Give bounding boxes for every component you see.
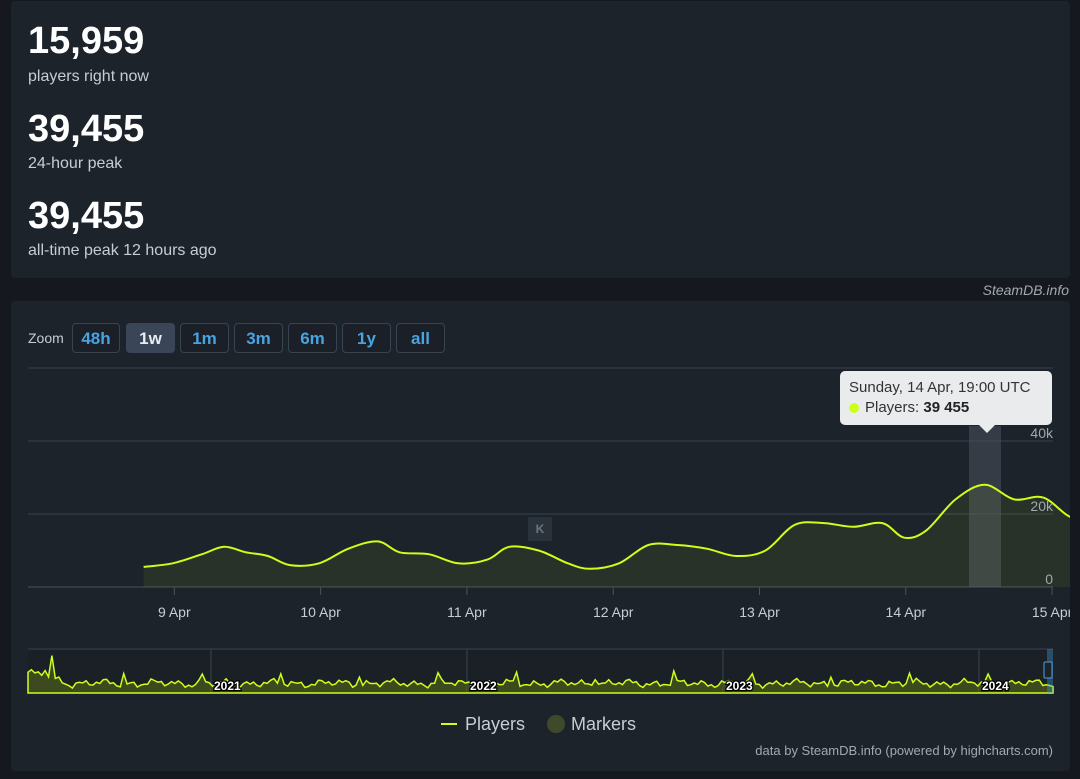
x-tick-label: 11 Apr: [447, 604, 487, 620]
circle-swatch-icon: [547, 715, 565, 733]
steamdb-credit[interactable]: SteamDB.info: [982, 282, 1069, 298]
zoom-1y-button[interactable]: 1y: [342, 323, 391, 353]
player-chart-panel: Zoom 48h 1w 1m 3m 6m 1y all K 0 20k 40k 9 …: [11, 301, 1070, 771]
event-marker-label: K: [536, 522, 545, 536]
y-tick-label: 20k: [1030, 498, 1054, 514]
player-count-chart[interactable]: K 0 20k 40k 9 Apr 10 Apr 11 Apr 12 Apr 13 Apr 1…: [11, 301, 1070, 771]
zoom-3m-button[interactable]: 3m: [234, 323, 283, 353]
zoom-6m-button[interactable]: 6m: [288, 323, 337, 353]
x-tick-label: 9 Apr: [158, 604, 191, 620]
navigator-tick-label: 2021: [214, 679, 241, 693]
tooltip-arrow-icon: [979, 425, 995, 433]
legend-players[interactable]: Players: [441, 713, 525, 735]
x-axis: 9 Apr 10 Apr 11 Apr 12 Apr 13 Apr 14 Apr 15 Ap…: [158, 587, 1070, 620]
chart-tooltip: Sunday, 14 Apr, 19:00 UTC Players: 39 45…: [840, 371, 1052, 425]
players-line: [143, 483, 1070, 570]
navigator[interactable]: 2021 2022 2023 2024: [27, 648, 1054, 695]
tooltip-value: 39 455: [923, 399, 970, 416]
zoom-1m-button[interactable]: 1m: [180, 323, 229, 353]
chart-grid: [28, 367, 1053, 588]
tooltip-series-label: Players:: [865, 399, 920, 416]
navigator-tick-label: 2024: [982, 679, 1009, 693]
peak-24h-label: 24-hour peak: [28, 155, 123, 172]
y-tick-label: 0: [1045, 571, 1053, 587]
alltime-peak-value: 39,455: [28, 195, 145, 237]
y-tick-label: 40k: [1030, 425, 1054, 441]
tooltip-row: Players: 39 455: [849, 399, 1043, 417]
zoom-48h-button[interactable]: 48h: [72, 323, 120, 353]
current-players-label: players right now: [28, 68, 149, 85]
series-dot-icon: [849, 403, 859, 413]
tooltip-title: Sunday, 14 Apr, 19:00 UTC: [849, 379, 1031, 396]
navigator-axis: 2021 2022 2023 2024: [213, 678, 1011, 695]
legend-markers[interactable]: Markers: [547, 713, 636, 735]
navigator-tick-label: 2022: [470, 679, 497, 693]
highcharts-credit[interactable]: data by SteamDB.info (powered by highcha…: [755, 743, 1053, 758]
y-axis: 0 20k 40k: [1030, 425, 1054, 587]
x-tick-label: 12 Apr: [593, 604, 634, 620]
legend-markers-label: Markers: [571, 714, 637, 734]
navigator-tick-label: 2023: [726, 679, 753, 693]
line-swatch-icon: [441, 723, 457, 725]
peak-24h-value: 39,455: [28, 108, 145, 150]
navigator-handle[interactable]: [1043, 661, 1053, 679]
zoom-all-button[interactable]: all: [396, 323, 445, 353]
x-tick-label: 13 Apr: [739, 604, 780, 620]
x-tick-label: 10 Apr: [300, 604, 341, 620]
player-stats-panel: 15,959 players right now 39,455 24-hour …: [11, 1, 1070, 278]
players-area: [143, 484, 1070, 587]
x-tick-label: 14 Apr: [886, 604, 927, 620]
zoom-1w-button[interactable]: 1w: [126, 323, 175, 353]
hover-crosshair-band: [969, 426, 1001, 587]
navigator-series: [27, 655, 1054, 694]
zoom-label: Zoom: [28, 330, 64, 346]
current-players-value: 15,959: [28, 20, 145, 62]
x-tick-label: 15 Apr: [1032, 604, 1070, 620]
event-marker[interactable]: K: [528, 517, 552, 541]
legend-players-label: Players: [465, 714, 526, 734]
alltime-peak-label: all-time peak 12 hours ago: [28, 242, 217, 259]
